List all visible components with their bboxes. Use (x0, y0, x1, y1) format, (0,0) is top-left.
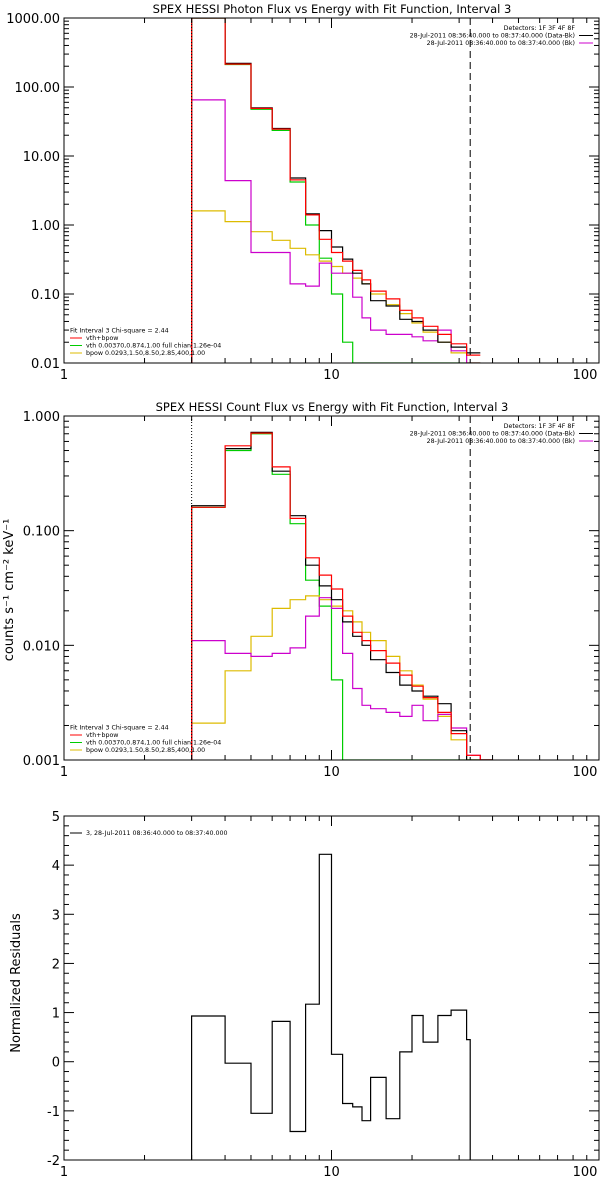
count-legend-bk: 28-Jul-2011 08:36:40.000 to 08:37:40.000… (427, 438, 575, 445)
count-xtick-label-10: 10 (323, 765, 340, 780)
photon-xtick-label-100: 100 (573, 368, 598, 383)
residuals-ytick-label-3: 3 (52, 908, 60, 923)
photon-series-fit (191, 18, 481, 363)
count-legend-bpow: bpow 0.0293,1.50,8.50,2.85,400,1.00 (86, 747, 205, 754)
photon-ytick-label-1.00: 1.00 (31, 219, 60, 234)
photon-panel-title: SPEX HESSI Photon Flux vs Energy with Fi… (153, 2, 512, 16)
count-legend-bottom-left: Fit Interval 3 Chi-square = 2.44 vth+bpo… (70, 725, 221, 754)
count-legend-vth-bpow: vth+bpow (86, 732, 118, 739)
residuals-ytick-label--1: -1 (47, 1105, 60, 1120)
count-ytick-label-0.100: 0.100 (23, 525, 60, 540)
count-xtick-label-1: 1 (60, 765, 68, 780)
residuals-ytick-label-2: 2 (52, 957, 60, 972)
photon-legend-bk: 28-Jul-2011 08:36:40.000 to 08:37:40.000… (427, 40, 575, 47)
count-ytick-label-0.001: 0.001 (23, 754, 60, 769)
residuals-xtick-label-100: 100 (573, 1165, 598, 1180)
count-legend-data-bk: 28-Jul-2011 08:36:40.000 to 08:37:40.000… (410, 431, 575, 438)
photon-xtick-label-10: 10 (323, 368, 340, 383)
count-series-layer (191, 431, 493, 760)
photon-legend-detectors: Detectors: 1F 3F 4F 8F (504, 25, 576, 32)
count-flux-panel: SPEX HESSI Count Flux vs Energy with Fit… (2, 400, 600, 780)
photon-legend-data-bk: 28-Jul-2011 08:36:40.000 to 08:37:40.000… (410, 33, 575, 40)
count-axes: 1 10 100 0.001 0.010 0.100 1.000 (23, 410, 600, 780)
photon-flux-panel: SPEX HESSI Photon Flux vs Energy with Fi… (6, 2, 600, 383)
photon-legend-bottom-left: Fit Interval 3 Chi-square = 2.44 vth+bpo… (70, 328, 221, 357)
residuals-ytick-label-0: 0 (52, 1056, 60, 1071)
residuals-ytick-label-5: 5 (52, 810, 60, 825)
count-legend-detectors: Detectors: 1F 3F 4F 8F (504, 423, 576, 430)
photon-guides (191, 18, 471, 363)
photon-legend-fit-interval: Fit Interval 3 Chi-square = 2.44 (70, 328, 169, 335)
photon-legend-vth-bpow: vth+bpow (86, 335, 118, 342)
photon-ytick-label-10.00: 10.00 (23, 150, 60, 165)
residuals-legend: 3, 28-Jul-2011 08:36:40.000 to 08:37:40.… (70, 830, 227, 837)
photon-legend-vth: vth 0.00370,0.874,1.00 full chian 1.26e-… (86, 343, 221, 350)
count-legend-fit-interval: Fit Interval 3 Chi-square = 2.44 (70, 725, 169, 732)
count-guides (191, 416, 471, 760)
count-series-fit (191, 432, 493, 760)
photon-ytick-label-100.00: 100.00 (15, 81, 61, 96)
count-ytick-label-0.010: 0.010 (23, 639, 60, 654)
residuals-series-residual (191, 853, 471, 1160)
count-legend-vth: vth 0.00370,0.874,1.00 full chian 1.26e-… (86, 740, 221, 747)
residuals-series-layer (191, 853, 471, 1160)
residuals-legend-interval: 3, 28-Jul-2011 08:36:40.000 to 08:37:40.… (86, 830, 227, 837)
residuals-ytick-label-1: 1 (52, 1007, 60, 1022)
count-series-background (191, 597, 493, 760)
residuals-panel: Normalized Residuals 1 10 100 -2 -1 0 1 2 3 4 5 3,… (9, 810, 600, 1180)
photon-legend-top-right: Detectors: 1F 3F 4F 8F 28-Jul-2011 08:36… (410, 25, 593, 47)
photon-ytick-label-0.01: 0.01 (31, 357, 60, 372)
count-panel-title: SPEX HESSI Count Flux vs Energy with Fit… (156, 400, 509, 414)
count-ytick-label-1.000: 1.000 (23, 410, 60, 425)
photon-ytick-label-1000.00: 1000.00 (6, 12, 60, 27)
photon-ytick-label-0.10: 0.10 (31, 288, 60, 303)
count-panel-ylabel: counts s⁻¹ cm⁻² keV⁻¹ (2, 519, 17, 662)
count-legend-top-right: Detectors: 1F 3F 4F 8F 28-Jul-2011 08:36… (410, 423, 593, 445)
residuals-ylabel: Normalized Residuals (9, 913, 24, 1053)
photon-series-layer (191, 18, 481, 363)
photon-axes: 1 10 100 0.01 0.10 1.00 10.00 100.00 1000.00 (6, 12, 600, 383)
residuals-xtick-label-1: 1 (60, 1165, 68, 1180)
residuals-xtick-label-10: 10 (323, 1165, 340, 1180)
residuals-ytick-label-4: 4 (52, 859, 60, 874)
count-xtick-label-100: 100 (573, 765, 598, 780)
photon-legend-bpow: bpow 0.0293,1.50,8.50,2.85,400,1.00 (86, 350, 205, 357)
residuals-axes: 1 10 100 -2 -1 0 1 2 3 4 5 (47, 810, 600, 1180)
residuals-ytick-label--2: -2 (47, 1154, 60, 1169)
photon-xtick-label-1: 1 (60, 368, 68, 383)
